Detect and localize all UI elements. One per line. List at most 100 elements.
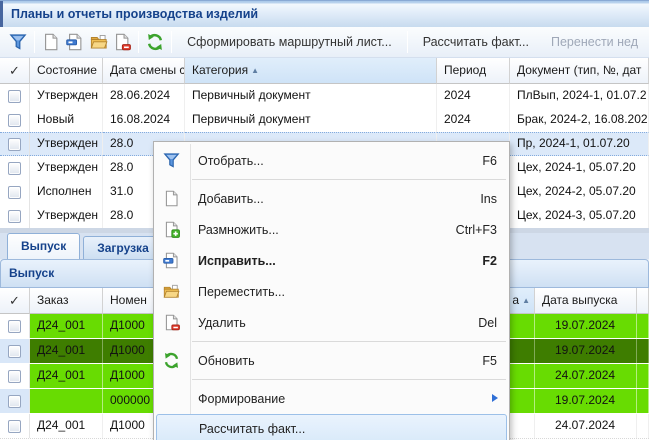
table-row[interactable]: Утвержден 28.06.2024 Первичный документ 202… [0,84,649,108]
menu-item-refresh[interactable]: Обновить F5 [154,345,509,376]
menu-item-shortcut: F2 [482,253,497,268]
table-cell: 24.07.2024 [535,414,637,438]
tab-zagruzka[interactable]: Загрузка [83,236,163,259]
context-menu: Отобрать... F6 Добавить... Ins Размножить...… [153,141,510,440]
table-cell [637,339,649,363]
column-header[interactable]: Дата смены сост [103,58,185,84]
menu-item-duplicate[interactable]: Размножить... Ctrl+F3 [154,214,509,245]
column-header-label: Заказ [37,293,69,307]
transfer-week-button[interactable]: Перенести нед [551,35,638,49]
table-cell: Исполнен [30,180,103,204]
table-row[interactable]: Д24_001 Д1000 24.07.2024 [0,414,649,439]
checkbox-cell [0,389,30,413]
row-checkbox[interactable] [8,344,21,358]
menu-item-label: Формирование [198,391,286,406]
table-cell: Д24_001 [30,364,103,388]
column-header[interactable]: Период [437,58,510,84]
table-cell: Первичный документ [185,108,437,132]
output-panel-title: Выпуск [9,266,55,280]
column-header[interactable]: Заказ [30,288,103,314]
row-checkbox[interactable] [8,394,21,408]
menu-item-shortcut: Ins [480,191,497,206]
add-doc-icon [42,33,60,51]
row-checkbox[interactable] [8,137,21,151]
column-header[interactable]: Дата выпуска [535,288,637,314]
delete-doc-icon [163,314,180,331]
menu-item-add[interactable]: Добавить... Ins [154,183,509,214]
refresh-icon [146,33,164,51]
table-cell: Цех, 2024-1, 05.07.20 [510,156,649,180]
filter-button[interactable] [7,30,29,55]
calculate-fact-button[interactable]: Рассчитать факт... [422,35,529,49]
table-cell: 19.07.2024 [535,389,637,413]
column-header-label: а [512,293,520,307]
checkbox-cell [0,339,30,363]
menu-item-delete[interactable]: Удалить Del [154,307,509,338]
checkbox-cell [0,132,30,156]
menu-item-forming[interactable]: Формирование [154,383,509,414]
column-header-label: Номен [110,293,147,307]
column-header-label: Дата смены сост [110,63,185,77]
column-header-label: ✓ [9,293,20,308]
column-header[interactable] [637,288,649,314]
menu-item-filter[interactable]: Отобрать... F6 [154,145,509,176]
delete-button[interactable] [111,30,133,55]
generate-route-sheet-button[interactable]: Сформировать маршрутный лист... [187,35,392,49]
table-row[interactable]: Утвержден 28.0 Цех, 2024-1, 05.07.20 [0,156,649,180]
table-cell: Д24_001 [30,414,103,438]
row-checkbox[interactable] [8,369,21,383]
edit-button[interactable] [64,30,86,55]
table-cell: Новый [30,108,103,132]
move-folder-icon [163,283,180,300]
row-checkbox[interactable] [8,209,21,223]
menu-item-calculate-fact[interactable]: Рассчитать факт... [156,414,507,440]
menu-item-move[interactable]: Переместить... [154,276,509,307]
column-header[interactable]: Состояние [30,58,103,84]
table-cell [356,414,535,438]
checkbox-cell [0,156,30,180]
sort-asc-icon: ▲ [522,296,530,305]
menu-item-label: Отобрать... [198,153,264,168]
table-row[interactable]: Новый 16.08.2024 Первичный документ 2024 Бра… [0,108,649,132]
menu-item-shortcut: F5 [482,353,497,368]
table-cell [637,364,649,388]
row-checkbox[interactable] [8,185,21,199]
menu-item-edit[interactable]: Исправить... F2 [154,245,509,276]
table-cell: Утвержден [30,84,103,108]
row-checkbox[interactable] [8,161,21,175]
row-checkbox[interactable] [8,319,21,333]
move-button[interactable] [88,30,110,55]
row-checkbox[interactable] [8,419,21,433]
refresh-button[interactable] [144,30,166,55]
add-button[interactable] [40,30,62,55]
submenu-arrow-icon [492,394,498,402]
row-checkbox[interactable] [8,89,21,103]
checkbox-cell [0,364,30,388]
row-checkbox[interactable] [8,113,21,127]
column-header-label: Документ (тип, №, дат [517,63,642,77]
filter-icon [9,33,27,51]
menu-separator [154,376,509,383]
table-row[interactable]: Утвержден 28.0 Цех, 2024-3, 05.07.20 [0,204,649,228]
table-cell: Брак, 2024-2, 16.08.202 [510,108,649,132]
add-doc-icon [163,190,180,207]
delete-doc-icon [113,33,132,51]
table-cell [30,389,103,413]
select-all-column-header[interactable]: ✓ [0,58,30,84]
menu-item-shortcut: F6 [482,153,497,168]
toolbar: Сформировать маршрутный лист... Рассчитат… [0,27,649,58]
select-all-column-header[interactable]: ✓ [0,288,30,314]
table-cell: Цех, 2024-2, 05.07.20 [510,180,649,204]
toolbar-separator [33,31,35,53]
checkbox-cell [0,414,30,438]
column-header[interactable]: Документ (тип, №, дат [510,58,649,84]
menu-item-label: Размножить... [198,222,279,237]
edit-doc-icon [65,33,84,51]
table-cell: Утвержден [30,156,103,180]
filter-icon [163,152,180,169]
column-header-label: Период [444,63,487,77]
plans-grid-header: ✓ Состояние Дата смены состКатегория▲ Перио… [0,58,649,84]
column-header-label: Состояние [37,63,97,77]
column-header[interactable]: Категория ▲ [185,58,437,84]
tab-vypusk[interactable]: Выпуск [7,233,81,259]
